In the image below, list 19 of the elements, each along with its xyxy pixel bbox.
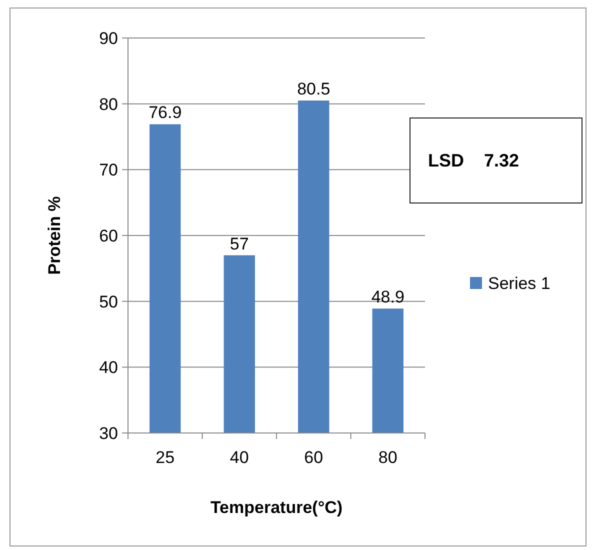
y-tick-label: 70 xyxy=(99,160,118,180)
y-axis-title: Protein % xyxy=(45,196,64,275)
y-tick-label: 40 xyxy=(99,358,118,378)
y-tick-label: 90 xyxy=(99,28,118,48)
y-tick-label: 60 xyxy=(99,226,118,246)
data-label: 80.5 xyxy=(297,80,330,99)
data-label: 57 xyxy=(230,234,249,254)
x-tick-label: 40 xyxy=(230,448,249,467)
data-label: 48.9 xyxy=(371,288,404,307)
legend-label: Series 1 xyxy=(488,274,550,293)
x-tick-label: 25 xyxy=(156,448,175,467)
data-label: 76.9 xyxy=(148,103,182,122)
y-tick-label: 80 xyxy=(99,94,118,114)
x-tick-label: 80 xyxy=(378,448,398,467)
x-axis-title: Temperature(°C) xyxy=(210,498,343,517)
y-tick-label: 30 xyxy=(99,424,118,443)
y-tick-label: 50 xyxy=(99,292,118,312)
text: LSD 7.32 xyxy=(428,150,520,170)
x-tick-label: 60 xyxy=(304,448,324,467)
